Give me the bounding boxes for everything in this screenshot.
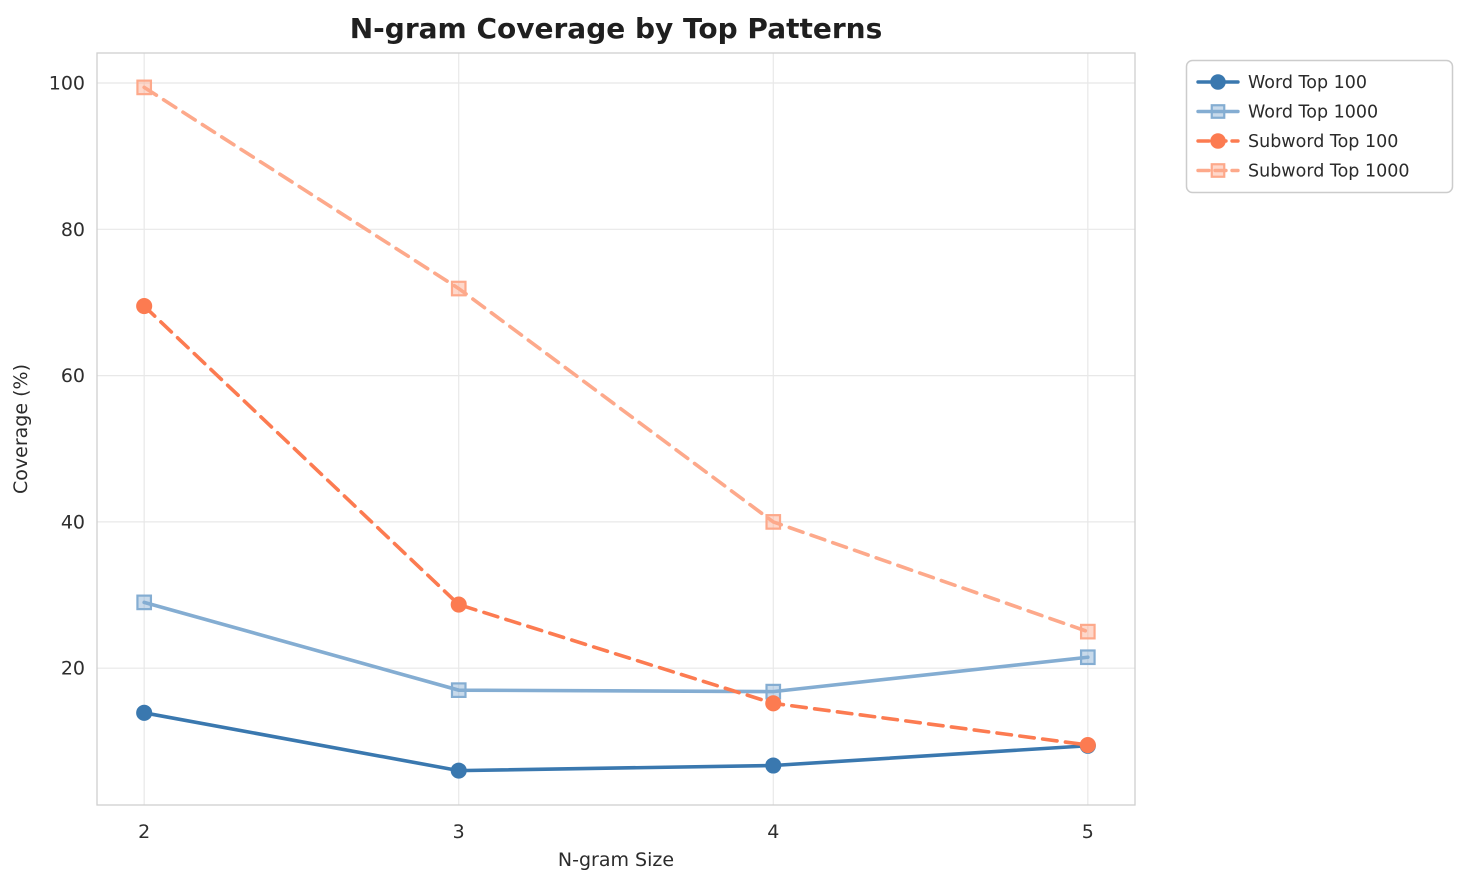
x-axis-label: N-gram Size <box>558 849 674 871</box>
legend: Word Top 100 Word Top 1000 Subword Top 100… <box>1185 59 1454 194</box>
data-point-circle <box>1210 74 1226 90</box>
series-line <box>142 711 1090 773</box>
x-tick-label: 3 <box>453 821 465 843</box>
x-tick-label: 2 <box>138 821 150 843</box>
legend-item-label: Subword Top 100 <box>1248 132 1398 152</box>
data-point-square <box>1210 163 1226 178</box>
data-point-circle <box>136 704 153 721</box>
data-point-square <box>450 280 467 297</box>
series-layer <box>136 79 1096 779</box>
data-point-square <box>450 682 467 699</box>
legend-item: Subword Top 1000 <box>1196 162 1410 182</box>
data-point-square <box>1210 104 1226 119</box>
tick-layer: 2 3 4 5 20 40 60 80 100 <box>49 72 1094 843</box>
series-word-top-100 <box>136 704 1096 779</box>
x-tick-label: 5 <box>1082 821 1094 843</box>
series-word-top-1000 <box>136 594 1096 700</box>
series-subword-top-1000 <box>136 79 1096 640</box>
data-point-square <box>1079 623 1096 640</box>
y-tick-label: 60 <box>61 365 85 387</box>
legend-item-label: Subword Top 1000 <box>1248 162 1410 182</box>
data-point-circle <box>136 298 153 315</box>
y-tick-label: 100 <box>49 72 85 94</box>
data-point-circle <box>450 762 467 779</box>
data-point-square <box>1079 649 1096 666</box>
series-line <box>142 85 1090 634</box>
data-point-circle <box>765 757 782 774</box>
y-axis-label: Coverage (%) <box>10 364 32 494</box>
x-tick-label: 4 <box>767 821 779 843</box>
legend-item: Subword Top 100 <box>1196 132 1398 152</box>
y-tick-label: 40 <box>61 511 85 533</box>
data-point-square <box>765 514 782 530</box>
data-point-circle <box>450 596 467 613</box>
plot-border <box>96 52 1136 806</box>
legend-item: Word Top 1000 <box>1196 103 1378 123</box>
data-point-circle <box>1210 133 1226 149</box>
data-point-square <box>136 79 153 96</box>
series-subword-top-100 <box>136 298 1096 754</box>
data-point-circle <box>765 695 782 712</box>
grid-layer <box>97 53 1135 805</box>
data-point-square <box>136 594 153 611</box>
chart-title: N-gram Coverage by Top Patterns <box>350 12 883 45</box>
legend-box <box>1185 59 1454 194</box>
y-tick-label: 80 <box>61 219 85 241</box>
legend-item: Word Top 100 <box>1196 73 1367 93</box>
y-tick-label: 20 <box>61 658 85 680</box>
series-line <box>142 304 1090 747</box>
legend-item-label: Word Top 1000 <box>1248 103 1378 123</box>
series-line <box>142 600 1090 694</box>
legend-item-label: Word Top 100 <box>1248 73 1367 93</box>
data-point-circle <box>1079 736 1096 754</box>
